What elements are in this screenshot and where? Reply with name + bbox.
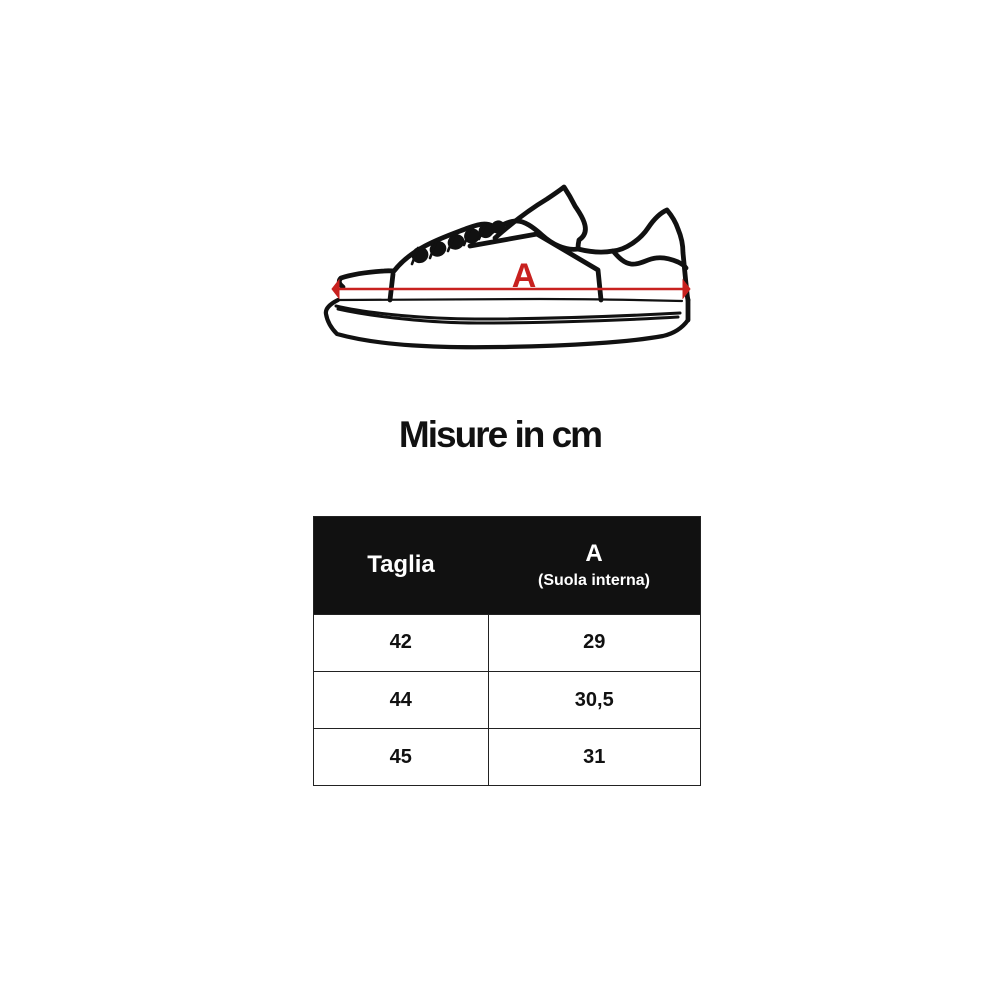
- svg-text:A: A: [512, 257, 537, 295]
